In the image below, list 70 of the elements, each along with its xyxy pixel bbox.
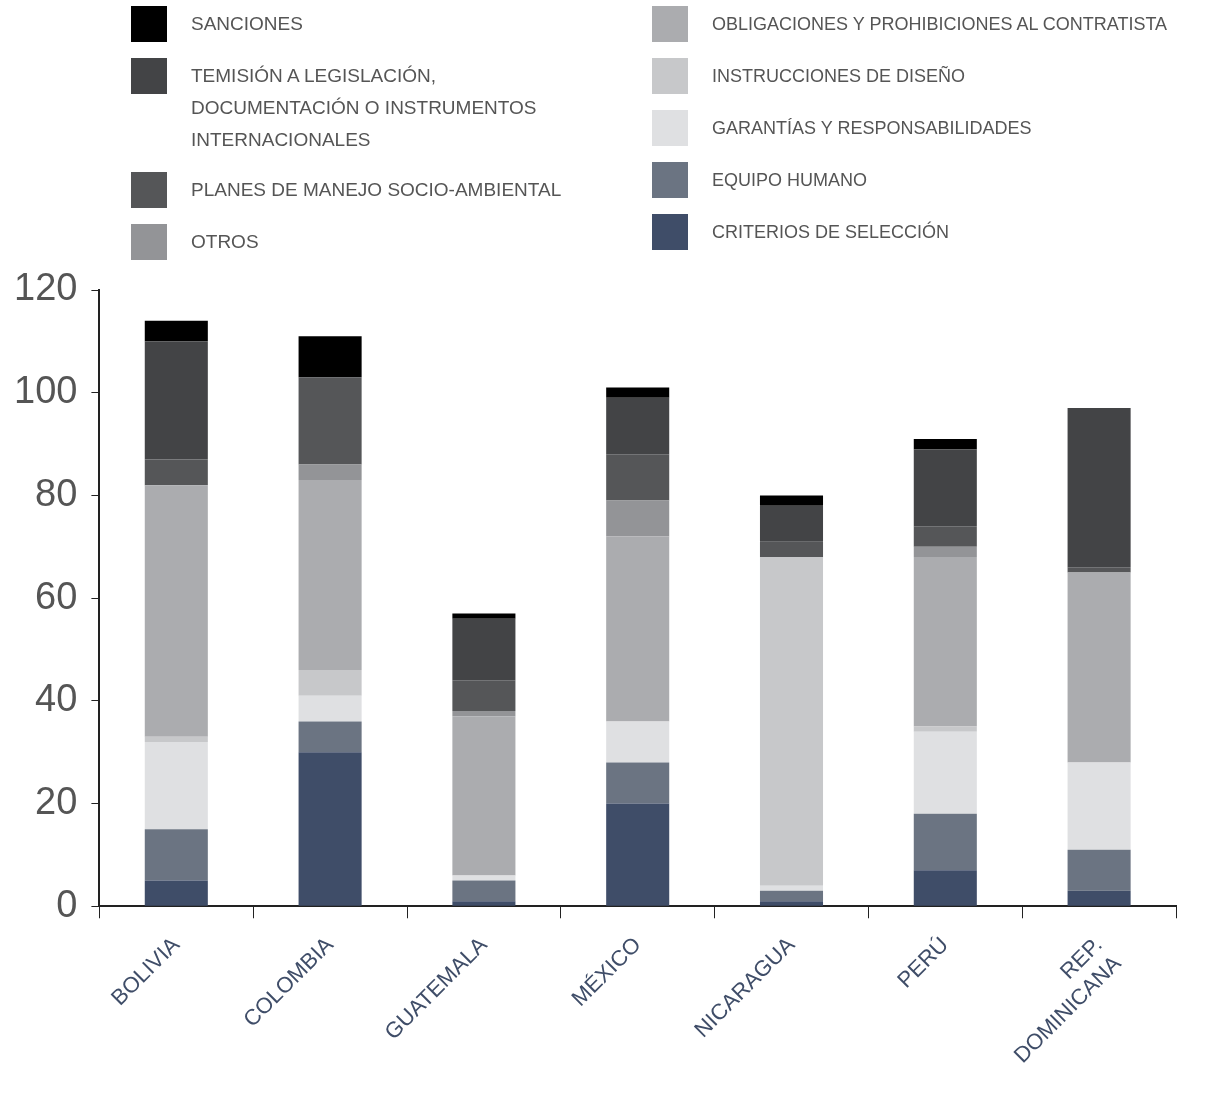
- bar: [298, 670, 362, 696]
- bar: [452, 618, 516, 681]
- legend-label: OTROS: [191, 230, 259, 254]
- bar: [1067, 849, 1131, 891]
- bar: [452, 613, 516, 619]
- bar: [298, 464, 362, 481]
- bar: [298, 721, 362, 753]
- bar: [144, 485, 208, 737]
- bar: [913, 726, 977, 732]
- bar: [298, 336, 362, 378]
- bar: [144, 741, 208, 830]
- bar: [452, 680, 516, 712]
- y-tick-label: 60: [35, 574, 78, 617]
- bar: [606, 803, 670, 906]
- legend-label: CRITERIOS DE SELECCIÓN: [712, 220, 950, 244]
- bar: [298, 377, 362, 465]
- bar: [144, 829, 208, 881]
- bar: [913, 438, 977, 450]
- bar: [759, 557, 824, 886]
- y-tick-label: 20: [35, 780, 78, 823]
- bar: [144, 736, 208, 742]
- bar: [759, 495, 824, 506]
- legend-label: SANCIONES: [191, 12, 303, 36]
- bar: [606, 397, 670, 455]
- bar: [452, 901, 516, 906]
- bar: [913, 557, 977, 727]
- bar: [606, 721, 670, 763]
- bar: [298, 752, 362, 906]
- y-tick-label: 120: [14, 266, 78, 309]
- bar: [913, 870, 977, 906]
- bar: [759, 505, 824, 542]
- bar: [759, 890, 824, 902]
- bar: [606, 762, 670, 804]
- legend-label: PLANES DE MANEJO SOCIO-AMBIENTAL: [191, 178, 562, 202]
- y-tick-label: 80: [35, 471, 78, 514]
- legend-label: EQUIPO HUMANO: [712, 169, 868, 192]
- bar: [1067, 567, 1131, 573]
- bar: [1067, 572, 1131, 763]
- bar: [452, 711, 516, 717]
- bar: [913, 449, 977, 527]
- bar: [759, 541, 824, 558]
- legend-label: GARANTÍAS Y RESPONSABILIDADES: [712, 117, 1032, 140]
- bar: [452, 716, 516, 876]
- bar: [1067, 408, 1131, 568]
- bar: [913, 813, 977, 871]
- bar: [606, 387, 670, 398]
- bar: [913, 731, 977, 814]
- bar: [144, 320, 208, 342]
- bar: [1067, 890, 1131, 906]
- bar: [144, 459, 208, 486]
- y-tick-label: 0: [56, 882, 78, 925]
- bar: [606, 536, 670, 722]
- bar: [298, 480, 362, 671]
- bar: [913, 526, 977, 547]
- bar: [759, 885, 824, 891]
- legend-label: OBLIGACIONES Y PROHIBICIONES AL CONTRATISTA: [712, 13, 1168, 36]
- y-tick-label: 40: [35, 677, 78, 720]
- bar: [606, 454, 670, 501]
- bar: [298, 695, 362, 722]
- y-tick-label: 100: [14, 369, 78, 412]
- legend-label: INSTRUCCIONES DE DISEÑO: [712, 65, 966, 88]
- bar: [759, 901, 824, 906]
- bar: [452, 880, 516, 902]
- bar: [144, 341, 208, 460]
- bar: [913, 546, 977, 558]
- bar: [144, 880, 208, 906]
- bar: [452, 875, 516, 881]
- bar: [1067, 762, 1131, 850]
- bar: [606, 500, 670, 537]
- legend-label: TEMISIÓN A LEGISLACIÓN, DOCUMENTACIÓN O INSTRUMENTOS INTERNACIONALES: [191, 64, 538, 152]
